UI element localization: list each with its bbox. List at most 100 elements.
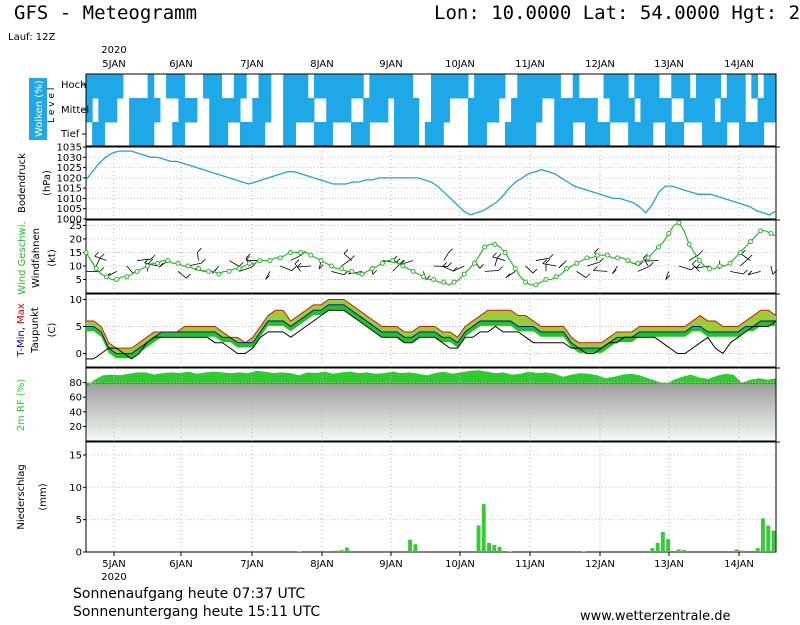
wind-speed-marker [390,258,396,264]
wind-barb [433,265,448,267]
wind-speed-marker [236,266,242,272]
pressure-tick-label: 1000 [57,215,82,226]
cloud-cell [486,98,494,123]
precipitation-bar [766,525,771,552]
wind-barb-flag [452,266,458,272]
cloud-cell [677,122,685,147]
wind-speed-marker [328,263,334,269]
humidity-tick-label: 40 [69,407,82,418]
pressure-axis-label: Bodendruck [17,153,28,213]
wind-speed-marker [267,258,273,264]
cloud-cell [381,74,389,99]
temperature-tick-label: 5 [76,322,82,333]
precipitation-bar [676,549,681,552]
cloud-label-box [29,78,47,140]
wind-speed-marker [298,249,304,255]
cloud-cell [585,98,592,123]
wind-barb-flag [99,267,105,272]
cloud-cell [350,122,358,147]
cloud-cell [695,98,703,123]
wind-barb [542,263,557,267]
temperature-tick-label: 0 [76,349,82,360]
cloud-cell [86,98,93,123]
top-day-label: 11JAN [515,59,545,70]
wind-speed-marker [114,276,120,282]
top-day-label: 10JAN [445,59,475,70]
bottom-day-label: 12JAN [585,559,615,570]
cloud-cell [437,122,444,147]
wind-barb-flag [548,253,554,259]
cloud-cell [301,98,309,123]
wind-barb [197,252,199,261]
wind-speed-marker [247,260,253,266]
wind-barb-flag [185,273,191,279]
cloud-cell [467,122,475,147]
wind-panel-frame [85,219,777,294]
cloud-cell [560,122,568,147]
wind-barb-flag [692,259,697,265]
wind-speed-marker [666,231,672,237]
cloud-cell [603,122,611,147]
cloud-cell [92,122,99,147]
cloud-cell [246,122,253,147]
wind-barb-flag [497,253,502,258]
wind-barb-flag [201,258,206,264]
wind-speed-marker [482,244,488,250]
cloud-level-mittel: Mittel [61,105,89,116]
wind-barb [678,265,692,271]
wind-speed-marker [625,258,631,264]
wind-speed-marker [379,260,385,266]
page-title: GFS - Meteogramm [14,2,198,24]
wind-barb-flag [593,266,598,271]
cloud-cell [609,74,617,99]
wind-barb-flag [599,257,604,263]
cloud-cell [739,74,746,99]
cloud-cell [258,98,266,123]
cloud-cell [363,122,370,147]
wind-speed-marker [768,231,774,237]
cloud-cell [720,98,728,123]
wind-barb-flag [148,258,154,264]
precipitation-bar [508,551,513,552]
precipitation-bar [761,518,765,552]
wind-barb-flag [585,273,591,278]
website-link[interactable]: www.wetterzentrale.de [580,609,731,624]
precipitation-bar [481,504,486,552]
wind-speed-marker [707,266,713,272]
cloud-cell [129,122,136,147]
cloud-cell [517,98,524,123]
cloud-cell [535,98,543,123]
wind-barb [296,265,311,268]
wind-speed-marker [185,263,191,269]
cloud-cell [665,122,672,147]
wind-barb [637,266,650,272]
wind-barb-flag [94,251,99,257]
cloud-cell [652,74,660,99]
wind-barb-flag [594,248,599,253]
precipitation-bar [650,548,655,552]
cloud-cell [708,98,715,123]
cloud-cell [135,98,142,123]
cloud-cell [147,98,155,123]
cloud-cell [689,98,697,123]
wind-speed-marker [533,282,539,288]
bottom-day-label: 8JAN [310,559,333,570]
dewpoint-axis-label: Taupunkt [30,307,41,354]
tmax-line [86,298,777,349]
wind-barb [525,265,534,274]
cloud-cell [566,122,574,147]
cloud-cell [591,98,598,123]
cloud-cell [116,74,124,99]
cloud-cell [203,74,210,99]
cloud-cell [702,122,709,147]
cloud-cell [437,74,444,99]
wind-barb-flag [296,262,302,268]
wind-barb-flag [612,269,617,275]
wind-barb-flag [492,252,497,258]
cloud-cell [726,98,734,123]
wind-speed-marker [451,279,457,285]
wind-speed-marker [584,255,590,261]
cloud-cell [732,74,740,99]
wind-barb [95,257,101,267]
bottom-day-label: 5JAN [102,559,125,570]
